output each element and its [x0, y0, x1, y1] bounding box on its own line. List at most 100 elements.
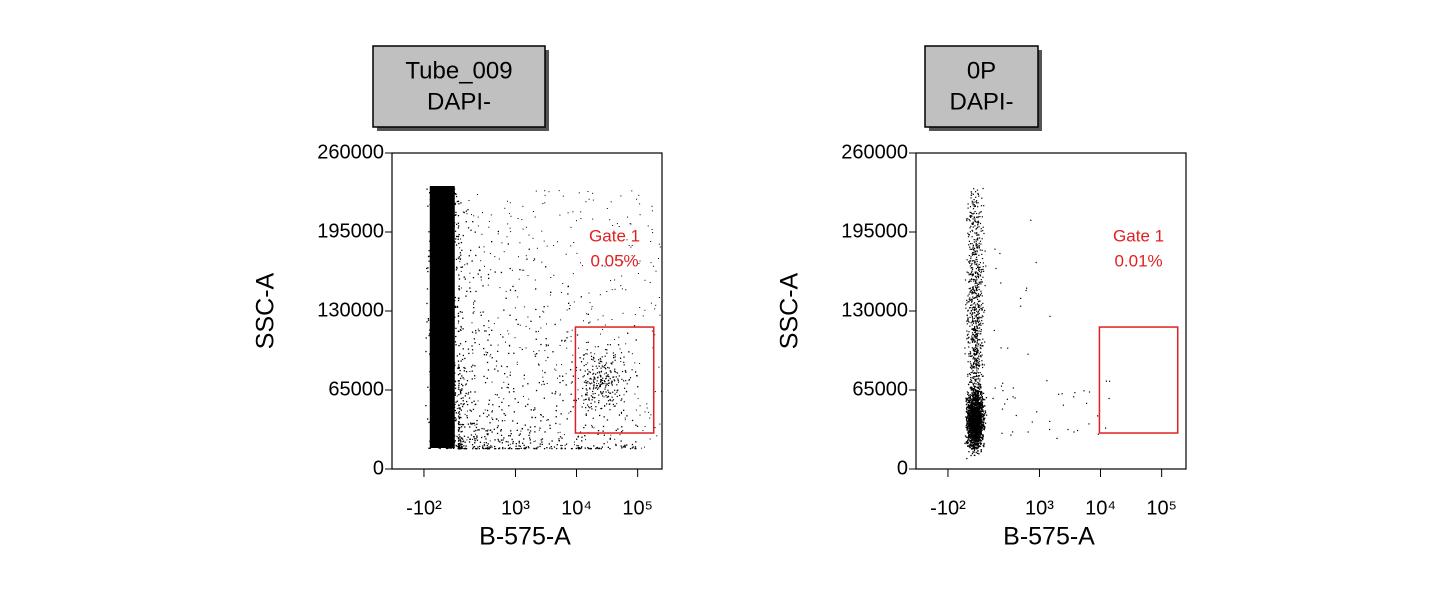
event — [610, 370, 611, 371]
event — [984, 405, 985, 406]
event — [451, 205, 452, 206]
event — [597, 385, 598, 386]
event — [576, 439, 577, 440]
event — [450, 291, 451, 292]
event — [461, 288, 462, 289]
event — [454, 365, 455, 366]
event — [445, 246, 446, 247]
event — [483, 325, 484, 326]
event — [972, 202, 973, 203]
event — [977, 239, 978, 240]
event — [460, 403, 461, 404]
event — [520, 433, 521, 434]
event — [606, 376, 607, 377]
event — [982, 269, 983, 270]
event — [448, 388, 449, 389]
event — [505, 415, 506, 416]
event — [441, 306, 442, 307]
event — [593, 393, 594, 394]
event — [591, 406, 592, 407]
event — [442, 187, 443, 188]
event — [565, 340, 566, 341]
event — [607, 344, 608, 345]
event — [429, 371, 430, 372]
event — [479, 344, 480, 345]
event — [973, 307, 974, 308]
event — [455, 344, 456, 345]
event — [446, 442, 447, 443]
event — [497, 370, 498, 371]
event — [487, 378, 488, 379]
event — [429, 353, 430, 354]
event — [446, 299, 447, 300]
event — [978, 216, 979, 217]
event — [437, 349, 438, 350]
event — [453, 350, 454, 351]
event — [432, 207, 433, 208]
event — [431, 378, 432, 379]
event — [452, 293, 453, 294]
event — [585, 201, 586, 202]
event — [977, 405, 978, 406]
event — [461, 398, 462, 399]
event — [619, 395, 620, 396]
event — [460, 255, 461, 256]
event — [977, 251, 978, 252]
event — [504, 373, 505, 374]
event — [980, 241, 981, 242]
event — [443, 428, 444, 429]
event — [561, 413, 562, 414]
event — [641, 448, 642, 449]
event — [448, 194, 449, 195]
event — [973, 202, 974, 203]
event — [442, 293, 443, 294]
event — [449, 434, 450, 435]
event — [978, 301, 979, 302]
event — [497, 427, 498, 428]
event — [594, 378, 595, 379]
event — [966, 425, 967, 426]
event — [454, 222, 455, 223]
event — [590, 372, 591, 373]
event — [970, 313, 971, 314]
event — [465, 296, 466, 297]
event — [515, 290, 516, 291]
event — [609, 409, 610, 410]
event — [971, 213, 972, 214]
event — [433, 388, 434, 389]
event — [452, 274, 453, 275]
event — [971, 195, 972, 196]
event — [605, 349, 606, 350]
event — [522, 385, 523, 386]
event — [444, 439, 445, 440]
event — [466, 221, 467, 222]
event — [613, 355, 614, 356]
event — [586, 399, 587, 400]
event — [620, 358, 621, 359]
event — [442, 251, 443, 252]
event — [475, 330, 476, 331]
event — [553, 275, 554, 276]
event — [481, 276, 482, 277]
event — [974, 232, 975, 233]
event — [596, 387, 597, 388]
event — [452, 201, 453, 202]
event — [472, 221, 473, 222]
event — [638, 195, 639, 196]
event — [429, 335, 430, 336]
event — [607, 376, 608, 377]
event — [433, 363, 434, 364]
event — [454, 362, 455, 363]
event — [460, 326, 461, 327]
event — [440, 432, 441, 433]
event — [982, 258, 983, 259]
event — [472, 444, 473, 445]
event — [578, 389, 579, 390]
event — [474, 300, 475, 301]
event — [444, 246, 445, 247]
event — [615, 360, 616, 361]
event — [622, 371, 623, 372]
event — [478, 225, 479, 226]
event — [474, 311, 475, 312]
event — [502, 439, 503, 440]
